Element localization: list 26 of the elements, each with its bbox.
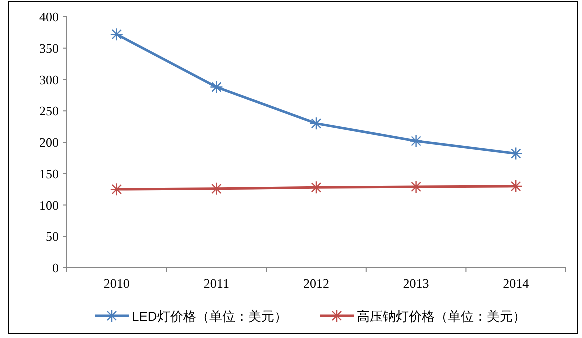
x-tick-label: 2012 bbox=[304, 276, 330, 291]
y-tick-label: 300 bbox=[40, 72, 59, 88]
point bbox=[310, 117, 324, 130]
y-tick-label: 150 bbox=[40, 166, 59, 182]
point bbox=[310, 181, 324, 194]
y-tick-label: 250 bbox=[40, 104, 59, 119]
y-tick-label: 350 bbox=[40, 40, 59, 56]
legend-label: LED灯价格（单位：美元） bbox=[132, 309, 288, 324]
x-tick-label: 2013 bbox=[403, 276, 430, 291]
x-tick-label: 2014 bbox=[503, 276, 530, 291]
legend-label: 高压钠灯价格（单位：美元） bbox=[357, 309, 526, 324]
point bbox=[110, 182, 124, 196]
point bbox=[210, 80, 224, 94]
point bbox=[110, 28, 124, 42]
point bbox=[210, 182, 224, 196]
point bbox=[510, 147, 523, 160]
point bbox=[410, 180, 423, 194]
point bbox=[510, 180, 523, 194]
y-tick-label: 100 bbox=[40, 198, 59, 213]
y-tick-label: 200 bbox=[40, 135, 59, 150]
x-tick-label: 2011 bbox=[204, 276, 230, 291]
y-tick-label: 400 bbox=[40, 10, 59, 24]
y-tick-label: 0 bbox=[52, 260, 59, 276]
point bbox=[410, 134, 423, 148]
x-tick-label: 2010 bbox=[104, 276, 130, 291]
y-tick-label: 50 bbox=[46, 229, 59, 244]
